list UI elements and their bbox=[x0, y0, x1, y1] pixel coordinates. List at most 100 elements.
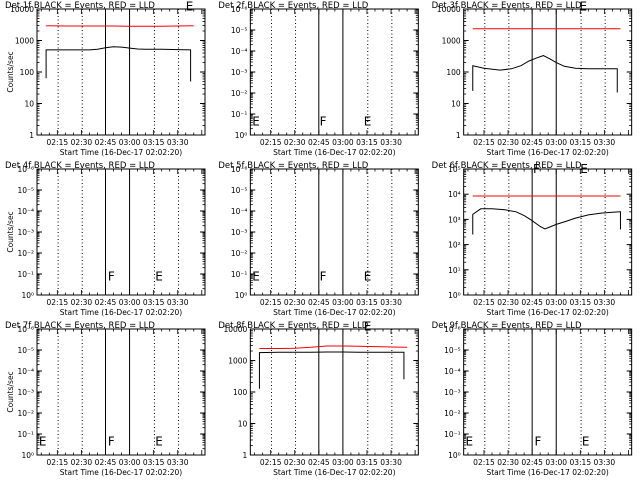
x-tick-label: 03:15 bbox=[143, 298, 165, 307]
x-tick-label: 03:15 bbox=[569, 138, 591, 147]
x-tick-label: 02:45 bbox=[521, 138, 543, 147]
y-tick-label: 10⁻⁶ bbox=[17, 325, 34, 334]
y-tick-label: 10⁻⁵ bbox=[231, 26, 248, 35]
marker-letter-e: E bbox=[155, 269, 163, 283]
y-tick-label: 10⁻⁵ bbox=[231, 186, 248, 195]
marker-letter-e: E bbox=[252, 115, 260, 129]
y-tick-label: 10⁻¹ bbox=[444, 430, 461, 439]
plot-panel-3: Det 3f BLACK = Events, RED = LLD 1 10 100 10… bbox=[432, 0, 633, 157]
x-tick-label: 03:15 bbox=[356, 458, 378, 467]
x-tick-label: 02:45 bbox=[521, 298, 543, 307]
y-tick-label: 10⁻⁴ bbox=[17, 207, 34, 216]
y-tick-label: 10⁻⁴ bbox=[444, 367, 461, 376]
y-tick-label: 10 bbox=[451, 100, 461, 109]
y-tick-label: 10⁻¹ bbox=[17, 270, 34, 279]
marker-letter-e: E bbox=[582, 435, 590, 449]
y-tick-label: 1000 bbox=[442, 37, 461, 46]
y-tick-label: 10⁴ bbox=[448, 190, 461, 199]
x-tick-label: 02:15 bbox=[47, 458, 69, 467]
x-tick-label: 03:00 bbox=[545, 458, 567, 467]
x-tick-label: 02:15 bbox=[260, 458, 282, 467]
plot-title: Det 2f BLACK = Events, RED = LLD bbox=[218, 1, 368, 11]
y-tick-label: 10⁻³ bbox=[231, 228, 248, 237]
y-tick-label: 1000 bbox=[228, 357, 247, 366]
x-axis-label: Start Time (16-Dec-17 02:02:20) bbox=[60, 468, 182, 477]
y-tick-label: 10⁻⁵ bbox=[17, 346, 34, 355]
x-tick-label: 03:15 bbox=[569, 458, 591, 467]
y-tick-label: 10² bbox=[448, 241, 461, 250]
x-axis-label: Start Time (16-Dec-17 02:02:20) bbox=[486, 308, 608, 317]
plot-title: Det 4f BLACK = Events, RED = LLD bbox=[5, 161, 155, 171]
y-tick-label: 10⁻⁵ bbox=[17, 186, 34, 195]
marker-letter-f: F bbox=[108, 269, 115, 283]
plot-frame bbox=[36, 168, 206, 296]
y-tick-label: 10⁻³ bbox=[444, 388, 461, 397]
y-tick-label: 10⁻⁶ bbox=[231, 165, 248, 174]
plot-frame bbox=[463, 8, 633, 136]
y-tick-label: 10⁰ bbox=[448, 451, 461, 460]
x-tick-label: 02:30 bbox=[497, 138, 519, 147]
x-tick-label: 02:30 bbox=[284, 138, 306, 147]
y-tick-label: 10⁻² bbox=[17, 249, 34, 258]
marker-letter-f: F bbox=[533, 162, 540, 176]
y-tick-label: 10⁻⁵ bbox=[444, 346, 461, 355]
x-axis-label: Start Time (16-Dec-17 02:02:20) bbox=[486, 148, 608, 157]
x-tick-label: 02:30 bbox=[71, 458, 93, 467]
marker-letter-e: E bbox=[579, 0, 587, 14]
plot-title: Det 3f BLACK = Events, RED = LLD bbox=[432, 1, 582, 11]
x-tick-label: 02:30 bbox=[71, 138, 93, 147]
x-axis-label: Start Time (16-Dec-17 02:02:20) bbox=[60, 148, 182, 157]
x-tick-label: 03:15 bbox=[356, 138, 378, 147]
x-tick-label: 02:45 bbox=[308, 458, 330, 467]
x-tick-label: 03:00 bbox=[332, 458, 354, 467]
y-tick-label: 10⁻⁴ bbox=[231, 207, 248, 216]
y-tick-label: 10³ bbox=[448, 215, 461, 224]
y-tick-label: 10⁻² bbox=[231, 89, 248, 98]
x-axis-label: Start Time (16-Dec-17 02:02:20) bbox=[273, 468, 395, 477]
y-tick-label: 100 bbox=[233, 388, 248, 397]
plot-panel-9: Det 9f BLACK = Events, RED = LLD 10⁰ 10⁻¹ 1… bbox=[432, 321, 633, 477]
x-tick-label: 02:45 bbox=[308, 298, 330, 307]
y-tick-label: 10000 bbox=[223, 325, 247, 334]
y-tick-label: 10⁵ bbox=[448, 165, 461, 174]
x-tick-label: 03:30 bbox=[167, 298, 189, 307]
series-line-events bbox=[45, 46, 192, 82]
x-tick-label: 02:15 bbox=[47, 138, 69, 147]
x-tick-label: 03:30 bbox=[380, 138, 402, 147]
marker-letter-f: F bbox=[320, 269, 327, 283]
marker-letter-f: F bbox=[320, 115, 327, 129]
x-tick-label: 03:30 bbox=[167, 458, 189, 467]
y-tick-label: 10⁰ bbox=[448, 291, 461, 300]
y-tick-label: 10 bbox=[24, 100, 34, 109]
x-tick-label: 02:15 bbox=[473, 458, 495, 467]
x-tick-label: 03:15 bbox=[569, 298, 591, 307]
series-line-lld bbox=[259, 345, 408, 349]
plot-frame bbox=[463, 328, 633, 456]
series-line-events bbox=[258, 351, 405, 389]
y-tick-label: 1000 bbox=[15, 37, 34, 46]
plot-title: Det 9f BLACK = Events, RED = LLD bbox=[432, 321, 582, 331]
plot-title: Det 8f BLACK = Events, RED = LLD bbox=[218, 321, 368, 331]
x-axis-label: Start Time (16-Dec-17 02:02:20) bbox=[273, 308, 395, 317]
y-tick-label: 1 bbox=[243, 451, 248, 460]
x-tick-label: 02:15 bbox=[473, 298, 495, 307]
x-tick-label: 02:45 bbox=[95, 298, 117, 307]
plot-frame bbox=[249, 328, 419, 456]
y-tick-label: 1 bbox=[29, 131, 34, 140]
y-tick-label: 10⁻⁶ bbox=[444, 325, 461, 334]
x-axis-label: Start Time (16-Dec-17 02:02:20) bbox=[273, 148, 395, 157]
y-tick-label: 10⁻² bbox=[231, 249, 248, 258]
x-tick-label: 02:45 bbox=[95, 458, 117, 467]
y-tick-label: 10⁻⁴ bbox=[17, 367, 34, 376]
plot-panel-7: Det 7f BLACK = Events, RED = LLD 10⁰ 10⁻¹ 1… bbox=[5, 321, 206, 477]
x-tick-label: 03:30 bbox=[594, 138, 616, 147]
y-tick-label: 10⁰ bbox=[21, 291, 34, 300]
x-tick-label: 03:00 bbox=[119, 138, 141, 147]
marker-letter-f: F bbox=[108, 435, 115, 449]
y-tick-label: 100 bbox=[446, 68, 461, 77]
marker-letter-e: E bbox=[39, 435, 47, 449]
y-axis-label: Counts/sec bbox=[6, 371, 15, 412]
y-tick-label: 10000 bbox=[10, 5, 34, 14]
